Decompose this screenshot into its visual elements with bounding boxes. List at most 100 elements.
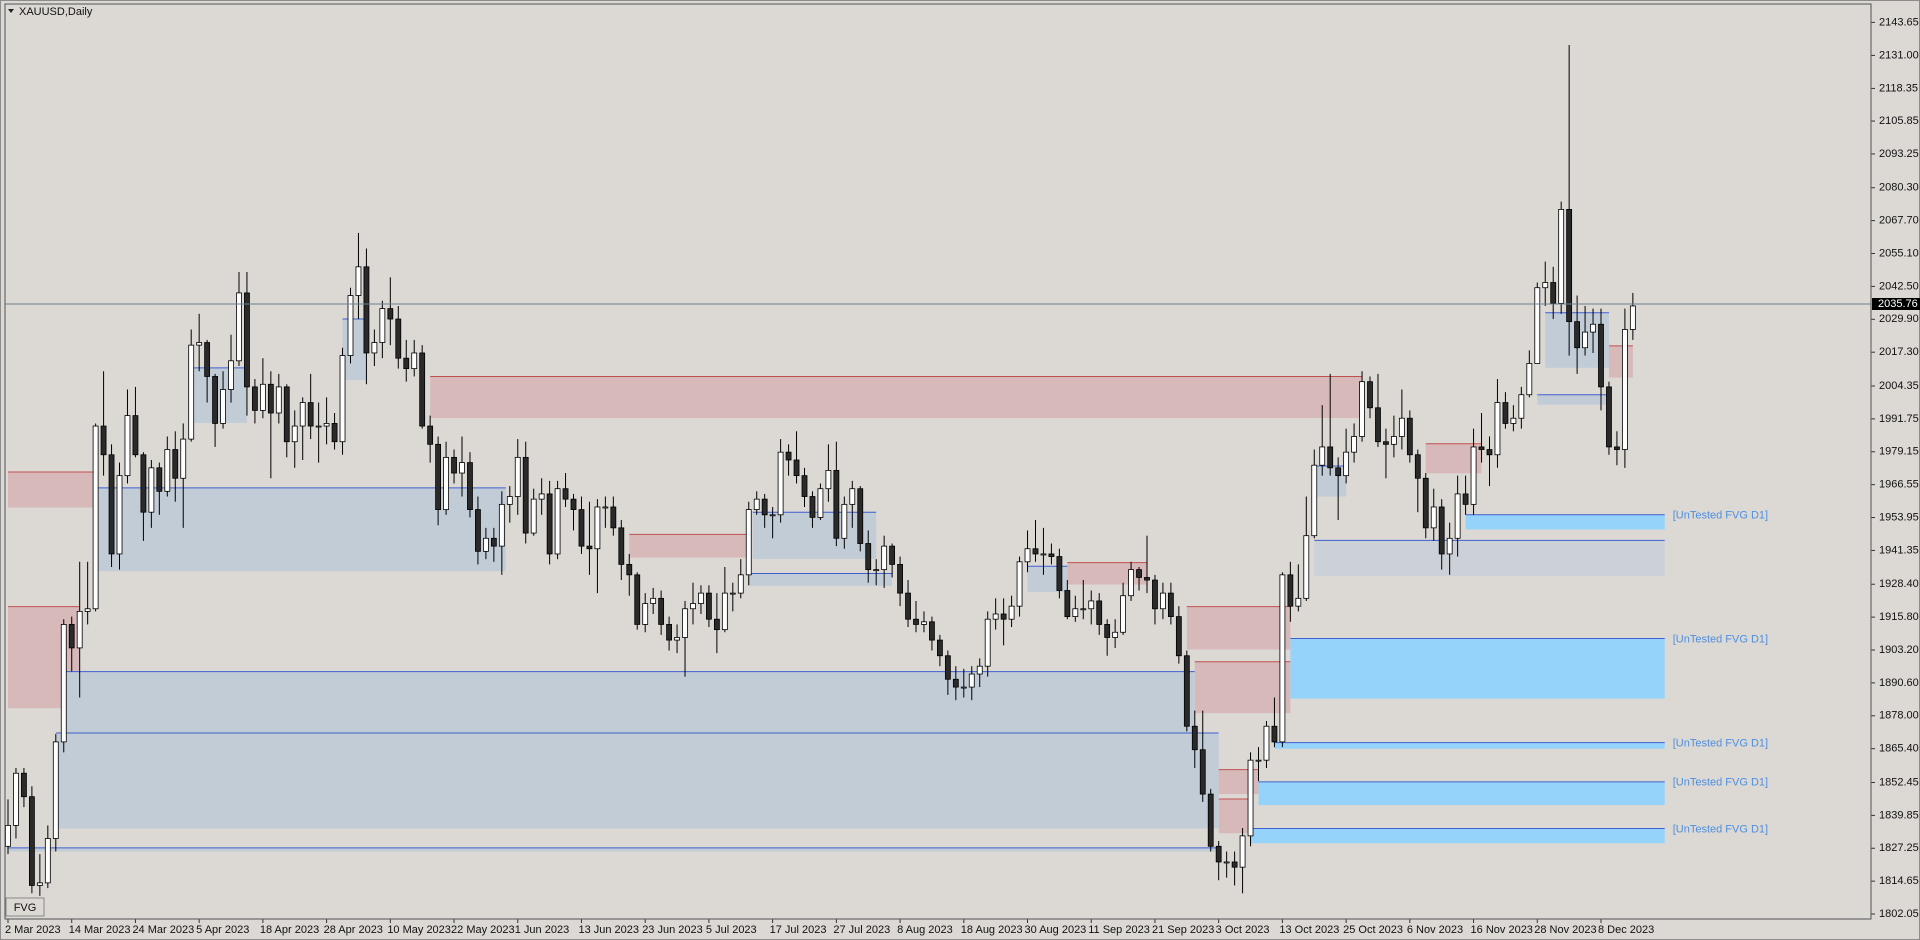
candle-body: [1191, 725, 1198, 751]
candle-body: [315, 425, 322, 428]
x-tick-label: 13 Oct 2023: [1279, 924, 1339, 936]
candle-body: [196, 342, 203, 346]
candle-body: [172, 449, 179, 479]
candle-body: [1558, 209, 1565, 304]
candle-body: [817, 488, 824, 518]
candle-body: [1398, 417, 1405, 437]
candle-body: [1478, 446, 1485, 450]
candle-body: [1422, 477, 1429, 529]
candle-body: [1167, 592, 1174, 618]
candle-body: [1199, 749, 1206, 795]
x-tick-label: 21 Sep 2023: [1152, 924, 1214, 936]
candle-body: [729, 592, 736, 595]
y-tick-label: 2004.35: [1879, 380, 1919, 392]
candle-body: [28, 796, 35, 886]
candle-body: [1207, 793, 1214, 847]
candle-body: [960, 686, 967, 689]
candle-body: [1470, 446, 1477, 505]
x-tick-label: 28 Nov 2023: [1534, 924, 1596, 936]
candle-body: [1391, 436, 1397, 445]
window-title: XAUUSD,Daily: [19, 6, 93, 18]
candle-body: [1518, 394, 1525, 419]
candle-body: [944, 655, 951, 680]
candle-body: [1128, 569, 1134, 597]
candle-body: [1088, 600, 1095, 610]
fvg-zone: [63, 671, 1195, 734]
candle-body: [873, 569, 880, 572]
candle-body: [1311, 464, 1318, 537]
candle-body: [849, 488, 856, 505]
candle-body: [889, 545, 896, 565]
y-tick-label: 1953.95: [1879, 511, 1919, 523]
candle-body: [132, 415, 139, 456]
candle-body: [825, 470, 832, 490]
candle-body: [13, 772, 19, 826]
candle-body: [1183, 655, 1190, 727]
x-tick-label: 27 Jul 2023: [833, 924, 890, 936]
candle-body: [291, 425, 298, 443]
candle-body: [52, 741, 59, 839]
candle-body: [769, 514, 776, 517]
candle-body: [1016, 561, 1023, 607]
y-tick-label: 1915.80: [1879, 611, 1919, 623]
fvg-zone: [752, 512, 877, 559]
candle-body: [451, 456, 457, 474]
fvg-zone: [629, 534, 749, 558]
fvg-zone: [1194, 661, 1291, 714]
fvg-zone: [1537, 394, 1609, 405]
y-tick-label: 2093.25: [1879, 148, 1919, 160]
candle-body: [1582, 331, 1588, 349]
fvg-button[interactable]: [5, 897, 45, 917]
candle-body: [1104, 624, 1111, 638]
fvg-button-label[interactable]: FVG: [14, 902, 37, 914]
candle-body: [530, 498, 537, 534]
candle-body: [419, 352, 426, 427]
candle-body: [1598, 323, 1604, 388]
candle-body: [259, 383, 266, 411]
collapse-arrow[interactable]: [8, 9, 14, 13]
fvg-zone: [191, 367, 247, 423]
y-tick-label: 1903.20: [1879, 644, 1919, 656]
x-tick-label: 25 Oct 2023: [1343, 924, 1403, 936]
candle-body: [1239, 835, 1246, 868]
fvg-zone: [1258, 781, 1665, 806]
candle-body: [1486, 449, 1493, 456]
y-tick-label: 1865.40: [1879, 743, 1919, 755]
candle-body: [36, 882, 43, 886]
candle-body: [913, 618, 919, 625]
candle-body: [1375, 407, 1381, 443]
candle-body: [690, 603, 696, 610]
candle-body: [204, 342, 211, 377]
candle-body: [562, 488, 569, 500]
candle-body: [1231, 861, 1238, 868]
candle-body: [1406, 417, 1413, 456]
candle-body: [713, 618, 720, 631]
candle-body: [347, 295, 354, 356]
candle-body: [1438, 506, 1445, 555]
candle-body: [1160, 592, 1166, 610]
candle-body: [164, 449, 171, 492]
candle-body: [299, 402, 306, 427]
current-price-label: 2035.76: [1878, 298, 1918, 310]
candle-body: [5, 825, 11, 847]
candle-body: [658, 597, 665, 625]
candle-body: [1414, 454, 1421, 479]
candle-body: [116, 475, 123, 555]
y-tick-label: 1878.00: [1879, 710, 1919, 722]
x-tick-label: 11 Sep 2023: [1088, 924, 1150, 936]
fvg-zone: [430, 376, 1363, 418]
candle-body: [865, 543, 872, 571]
candle-body: [921, 621, 927, 625]
candle-body: [897, 563, 903, 594]
y-tick-label: 1928.40: [1879, 578, 1919, 590]
candle-body: [395, 318, 402, 359]
fvg-zone: [1290, 638, 1665, 699]
candle-body: [212, 376, 218, 424]
candle-body: [841, 503, 848, 539]
candle-body: [148, 467, 155, 513]
y-tick-label: 1839.85: [1879, 809, 1919, 821]
candle-body: [363, 266, 370, 354]
candle-body: [506, 496, 513, 505]
